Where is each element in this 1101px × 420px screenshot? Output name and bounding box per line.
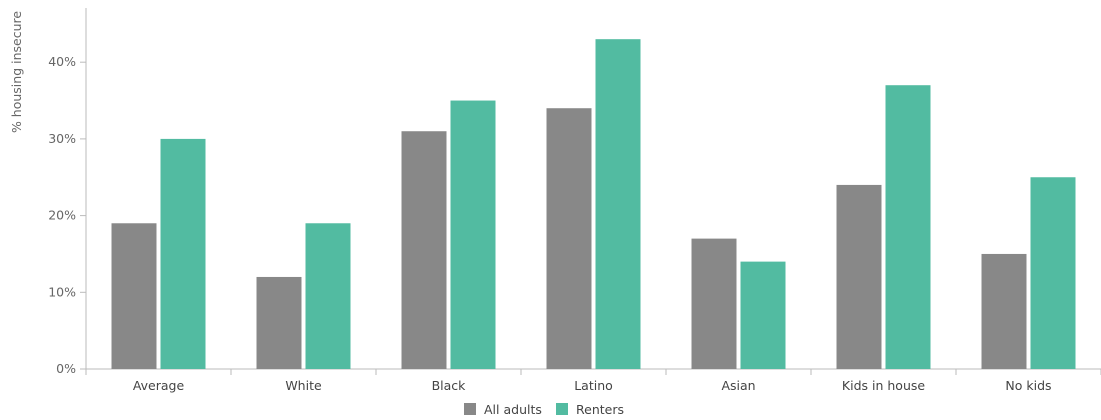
y-axis-title: % housing insecure [9,11,24,133]
x-category-label: White [285,378,322,393]
legend-swatch [556,403,568,415]
x-category-label: Kids in house [842,378,925,393]
bar[interactable] [305,223,351,369]
y-tick-label: 0% [56,361,76,376]
legend-label: All adults [484,402,542,417]
series-all-adults [111,108,1027,369]
bar-series-group [111,39,1076,370]
y-tick-label: 30% [48,131,76,146]
bar[interactable] [546,108,592,369]
bar[interactable] [836,184,882,369]
bar[interactable] [595,39,641,369]
bar[interactable] [256,276,302,369]
x-category-label: Black [432,378,467,393]
legend-swatch [464,403,476,415]
series-renters [160,39,1076,370]
legend: All adults Renters [464,402,624,417]
x-category-label: No kids [1005,378,1051,393]
x-category-label: Latino [574,378,613,393]
y-tick-label: 40% [48,54,76,69]
bar[interactable] [691,238,737,369]
x-axis: Average White Black Latino Asian Kids in hous… [85,368,1101,393]
legend-label: Renters [576,402,624,417]
bar[interactable] [111,223,157,369]
y-tick-label: 20% [48,208,76,223]
bar[interactable] [160,138,206,369]
bar[interactable] [450,100,496,370]
y-tick-label: 10% [48,284,76,299]
bar[interactable] [1030,177,1076,369]
x-category-label: Asian [721,378,755,393]
bar[interactable] [401,131,447,369]
x-category-label: Average [133,378,185,393]
bar[interactable] [885,85,931,370]
y-axis: 0% 10% 20% 30% 40% [48,8,87,376]
bar[interactable] [740,261,786,369]
bar[interactable] [981,253,1027,369]
